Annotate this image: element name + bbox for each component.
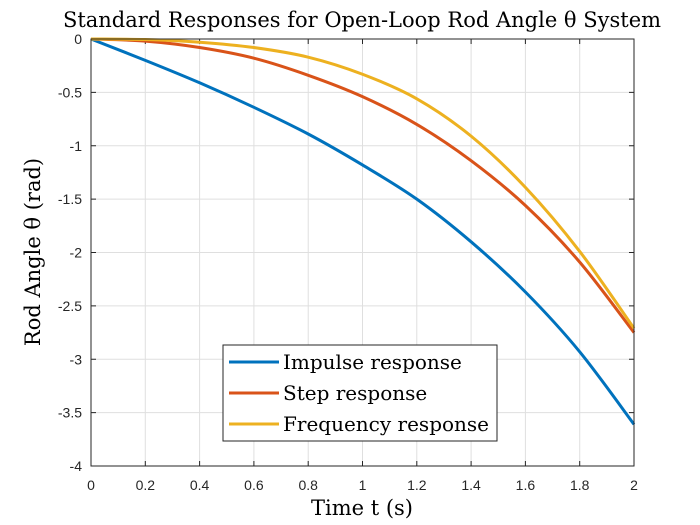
axis-ticks: 0 0.2 0.4 0.6 0.8 1 1.2 1.4 1.6 1.8 2 0 -0.5 -1 -1.5 -2… — [58, 31, 638, 493]
series-lines — [90, 37, 636, 426]
x-tick-label: 2 — [630, 477, 638, 493]
plot-area-border — [90, 38, 635, 467]
x-tick-label: 0.6 — [244, 477, 264, 493]
chart-title: Standard Responses for Open-Loop Rod Ang… — [63, 8, 661, 32]
y-tick-label: 0 — [74, 31, 82, 47]
legend-label-step-response: Step response — [283, 381, 427, 405]
x-tick-label: 1.8 — [570, 477, 590, 493]
step-response-line — [90, 37, 636, 334]
y-tick-label: -2 — [70, 245, 83, 261]
frequency-response-line — [90, 37, 636, 330]
y-axis-label: Rod Angle θ (rad) — [21, 158, 45, 346]
legend-label-frequency-response: Frequency response — [283, 412, 489, 436]
x-tick-label: 0 — [87, 477, 95, 493]
x-tick-label: 1 — [359, 477, 367, 493]
legend: Impulse response Step response Frequency r… — [222, 344, 498, 442]
y-tick-label: -3 — [70, 351, 83, 367]
impulse-response-line — [90, 37, 636, 426]
x-tick-label: 0.2 — [136, 477, 156, 493]
y-tick-label: -0.5 — [58, 84, 82, 100]
x-tick-label: 0.8 — [298, 477, 318, 493]
y-tick-label: -1.5 — [58, 191, 82, 207]
y-tick-label: -2.5 — [58, 298, 82, 314]
legend-label-impulse-response: Impulse response — [283, 350, 462, 374]
x-tick-label: 1.4 — [461, 477, 481, 493]
y-tick-label: -3.5 — [58, 405, 82, 421]
y-tick-label: -1 — [70, 138, 83, 154]
y-tick-label: -4 — [70, 458, 83, 474]
x-axis-label: Time t (s) — [311, 496, 413, 520]
x-tick-label: 0.4 — [190, 477, 210, 493]
x-tick-label: 1.6 — [516, 477, 536, 493]
x-tick-label: 1.2 — [407, 477, 427, 493]
